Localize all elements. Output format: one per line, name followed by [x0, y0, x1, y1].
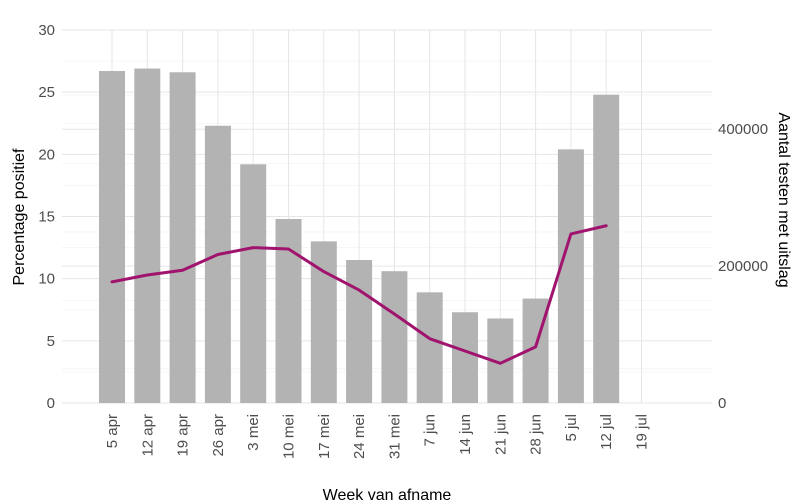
- x-tick-label: 21 jun: [492, 414, 509, 455]
- line-series: [110, 224, 608, 365]
- y-tick-label: 10: [38, 271, 55, 288]
- bar: [310, 241, 337, 403]
- left-axis-ticks: 0 5 10 15 20 25 30: [38, 22, 55, 412]
- bar: [240, 164, 267, 403]
- bar-series: [99, 68, 620, 404]
- y-axis-title: Percentage positief: [11, 148, 28, 286]
- x-tick-label: 19 jul: [634, 414, 651, 450]
- bar: [134, 68, 161, 403]
- x-tick-label: 24 mei: [351, 414, 368, 459]
- x-tick-label: 19 apr: [175, 414, 192, 457]
- bar: [416, 292, 443, 403]
- y-tick-label: 20: [38, 146, 55, 163]
- y-tick-label: 0: [47, 395, 55, 412]
- bar: [346, 260, 373, 403]
- y2-tick-label: 400000: [718, 121, 768, 138]
- y2-tick-label: 0: [718, 395, 726, 412]
- bar: [275, 218, 302, 403]
- y-tick-label: 5: [47, 333, 55, 350]
- y-tick-label: 30: [38, 22, 55, 39]
- y2-axis-title: Aantal testen met uitslag: [775, 112, 792, 287]
- y2-tick-label: 200000: [718, 258, 768, 275]
- x-tick-label: 31 mei: [386, 414, 403, 459]
- x-tick-label: 7 jun: [422, 414, 439, 447]
- x-tick-label: 3 mei: [245, 414, 262, 451]
- x-tick-label: 5 apr: [104, 414, 121, 448]
- bar: [169, 72, 196, 404]
- y-tick-label: 15: [38, 209, 55, 226]
- x-tick-label: 26 apr: [210, 414, 227, 457]
- right-axis-ticks: 0 200000 400000: [718, 121, 768, 412]
- x-tick-label: 5 jul: [563, 414, 580, 442]
- x-tick-label: 10 mei: [281, 414, 298, 459]
- bar: [452, 312, 478, 403]
- x-tick-label: 12 jul: [598, 414, 615, 450]
- x-tick-label: 17 mei: [316, 414, 333, 459]
- bar: [204, 125, 231, 403]
- bar: [381, 271, 408, 403]
- y-tick-label: 25: [38, 84, 55, 101]
- x-axis-ticks: 5 apr 12 apr 19 apr 26 apr 3 mei 10 mei 17 mei…: [104, 414, 651, 459]
- bar: [99, 71, 125, 403]
- x-tick-label: 14 jun: [457, 414, 474, 455]
- x-tick-label: 28 jun: [528, 414, 545, 455]
- x-axis-title: Week van afname: [323, 487, 452, 504]
- bar: [557, 149, 584, 403]
- bar: [593, 94, 620, 404]
- x-tick-label: 12 apr: [139, 414, 156, 457]
